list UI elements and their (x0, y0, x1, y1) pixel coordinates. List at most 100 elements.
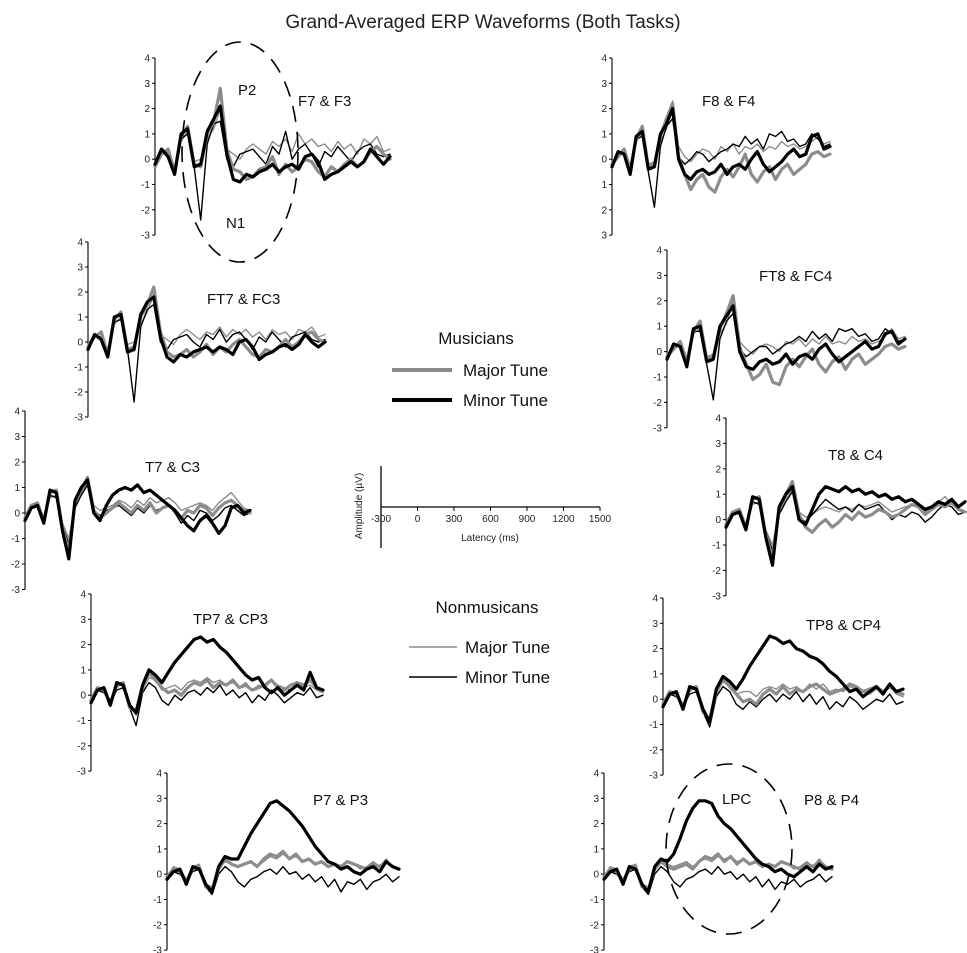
panel-p7-p3: 4 3 2 1 0 -1 -2 -3 P7 & P3 (153, 769, 401, 953)
y-tick-label: 0 (656, 347, 662, 358)
panel-f8-f4: 4 3 2 1 0 1 2 3 F8 & F4 (601, 54, 832, 242)
lpc-annotation: LPC (722, 791, 751, 808)
waveform-musicians-minor (602, 799, 834, 894)
y-tick-label: -3 (712, 591, 721, 602)
y-tick-label: -1 (153, 895, 162, 906)
y-tick-label: -1 (712, 541, 721, 552)
y-tick-label: 2 (77, 288, 83, 299)
panel-label: F7 & F3 (298, 93, 351, 110)
y-tick-label: 2 (593, 819, 599, 830)
scale-ticks: -300 0 300 600 900 1200 1500 (371, 507, 612, 525)
scale-x-tick-label: 300 (446, 514, 463, 525)
scale-bar: -300 0 300 600 900 1200 1500 Latency (ms) Ampl… (354, 466, 612, 548)
y-tick-label: 2 (80, 640, 86, 651)
y-tick-label: -2 (649, 745, 658, 756)
legend-musicians-heading: Musicians (438, 329, 514, 348)
y-tick-label: 0 (156, 870, 162, 881)
p2-n1-highlight (181, 41, 299, 263)
panel-label: T8 & C4 (828, 447, 883, 464)
legend-nonmusicians-major-label: Major Tune (465, 638, 550, 657)
y-tick-label: 0 (715, 515, 721, 526)
y-tick-label: 4 (593, 769, 599, 780)
legend-musicians: Musicians Major Tune Minor Tune (392, 329, 548, 410)
y-tick-label: 2 (601, 104, 607, 115)
y-tick-label: 3 (156, 794, 162, 805)
panel-ft8-fc4: 4 3 2 1 0 -1 -2 -3 FT8 & FC4 (653, 246, 907, 434)
y-tick-label: 4 (77, 238, 83, 249)
y-tick-label: 3 (601, 231, 607, 242)
panel-f7-f3: 4 3 2 1 0 -1 -2 -3 F7 & F3 (141, 54, 392, 242)
y-tick-label: 1 (593, 844, 599, 855)
y-tick-label: 3 (14, 432, 20, 443)
scale-xlabel: Latency (ms) (461, 533, 519, 544)
y-tick-label: -2 (77, 741, 86, 752)
y-tick-label: 1 (656, 322, 662, 333)
panel-t8-c4: 4 3 2 1 0 -1 -2 -3 T8 & C4 (712, 414, 967, 602)
y-tick-label: 3 (652, 619, 658, 630)
y-tick-label: -3 (649, 771, 658, 782)
waveform-musicians-major (165, 849, 401, 891)
waveform-musicians-minor (165, 799, 401, 894)
y-tick-label: 4 (156, 769, 162, 780)
panel-label: F8 & F4 (702, 93, 755, 110)
scale-x-tick-label: 1500 (589, 514, 612, 525)
scale-x-tick-label: 900 (519, 514, 536, 525)
y-tick-label: -1 (77, 716, 86, 727)
scale-x-tick-label: -300 (371, 514, 391, 525)
y-tick-label: 0 (593, 870, 599, 881)
panel-tp8-cp4: 4 3 2 1 0 -1 -2 -3 TP8 & CP4 (649, 594, 905, 782)
y-tick-label: 3 (77, 263, 83, 274)
y-tick-label: -3 (141, 231, 150, 242)
y-tick-label: 0 (14, 509, 20, 520)
y-tick-label: 3 (144, 79, 150, 90)
y-tick-label: 2 (715, 464, 721, 475)
y-tick-label: -1 (74, 363, 83, 374)
y-tick-label: 1 (156, 844, 162, 855)
y-tick-label: -2 (141, 205, 150, 216)
y-tick-label: -1 (653, 373, 662, 384)
y-tick-label: 3 (601, 79, 607, 90)
y-tick-label: -1 (649, 720, 658, 731)
panel-label: TP8 & CP4 (806, 617, 881, 634)
panel-ft7-fc3: 4 3 2 1 0 -1 -2 -3 FT7 & FC3 (74, 238, 327, 424)
y-tick-label: 0 (144, 155, 150, 166)
y-tick-label: 2 (652, 644, 658, 655)
scale-x-tick-label: 0 (415, 514, 421, 525)
y-tick-label: 0 (601, 155, 607, 166)
chart-title: Grand-Averaged ERP Waveforms (Both Tasks… (285, 12, 680, 33)
y-tick-label: 2 (14, 458, 20, 469)
panel-t7-c3: 4 3 2 1 0 -1 -2 -3 T7 & C3 (11, 407, 252, 596)
scale-ylabel: Amplitude (µV) (354, 473, 365, 539)
y-tick-label: 0 (77, 338, 83, 349)
waveform-musicians-minor (661, 634, 905, 724)
y-tick-label: 3 (715, 439, 721, 450)
waveform-musicians-minor (153, 104, 392, 184)
y-tick-label: 2 (144, 104, 150, 115)
y-tick-label: -3 (653, 423, 662, 434)
waveform-musicians-minor (23, 478, 252, 561)
y-tick-label: 0 (80, 691, 86, 702)
y-tick-label: 4 (14, 407, 20, 418)
annotations: P2 N1 LPC (181, 41, 793, 935)
legend-nonmusicians: Nonmusicans Major Tune Minor Tune (409, 598, 550, 687)
legend-musicians-major-label: Major Tune (463, 361, 548, 380)
legend-musicians-minor-label: Minor Tune (463, 391, 548, 410)
y-tick-label: 1 (601, 180, 607, 191)
y-tick-label: -3 (590, 946, 599, 953)
y-tick-label: 3 (656, 271, 662, 282)
y-tick-label: 1 (144, 129, 150, 140)
y-tick-label: 4 (601, 54, 607, 65)
scale-x-tick-label: 1200 (552, 514, 575, 525)
y-tick-label: 1 (80, 665, 86, 676)
y-tick-label: 0 (652, 695, 658, 706)
y-tick-label: 4 (652, 594, 658, 605)
y-tick-label: 4 (144, 54, 150, 65)
y-tick-label: 4 (656, 246, 662, 257)
y-tick-label: -3 (77, 767, 86, 778)
waveform-musicians-minor (89, 635, 325, 715)
panels: 4 3 2 1 0 -1 -2 -3 F7 & F3 4 3 2 1 0 1 2 3 F8 & F4 4 3 2 1 0 -1… (11, 54, 967, 953)
panel-label: P8 & P4 (804, 792, 859, 809)
y-tick-label: 1 (77, 313, 83, 324)
scale-x-tick-label: 600 (482, 514, 499, 525)
